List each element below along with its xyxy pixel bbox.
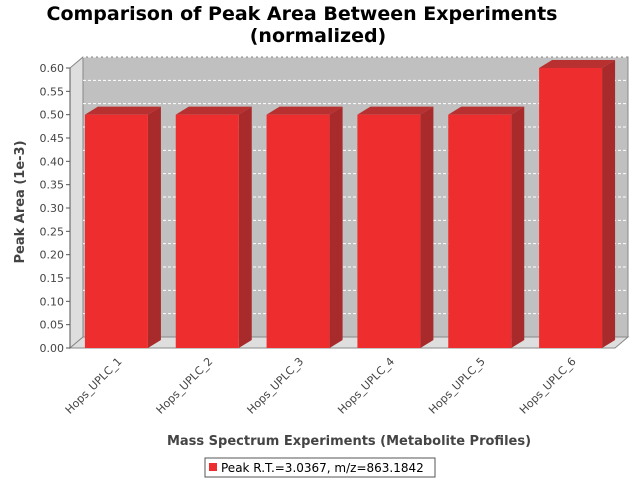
bar-top: [175, 106, 252, 115]
bar: [84, 106, 161, 349]
bar: [357, 106, 434, 349]
bar-side: [329, 106, 343, 349]
y-tick-label: 0.10: [40, 295, 65, 308]
bar: [448, 106, 525, 349]
legend-swatch: [209, 463, 217, 471]
bar-top: [539, 60, 616, 68]
bar-front: [266, 114, 330, 349]
y-tick-label: 0.40: [40, 155, 65, 168]
plot-side-wall: [69, 55, 84, 350]
bar-side: [147, 106, 161, 349]
bar: [266, 106, 343, 349]
bar-front: [448, 114, 512, 349]
x-tick-label: Hops_UPLC_6: [517, 355, 579, 417]
x-tick-label: Hops_UPLC_3: [245, 355, 307, 417]
y-tick-label: 0.35: [40, 179, 65, 192]
y-tick-label: 0.45: [40, 132, 65, 145]
y-tick-label: 0.25: [40, 225, 65, 238]
y-tick-label: 0.50: [40, 109, 65, 122]
bar-front: [357, 114, 421, 349]
bar-top: [357, 106, 434, 115]
y-axis-label: Peak Area (1e-3): [13, 140, 28, 263]
bar: [539, 60, 616, 348]
y-tick-label: 0.55: [40, 85, 65, 98]
bar-top: [448, 106, 525, 115]
x-tick-label: Hops_UPLC_5: [426, 355, 488, 417]
y-tick-label: 0.05: [40, 319, 65, 332]
x-axis: Hops_UPLC_1 Hops_UPLC_2 Hops_UPLC_3 Hops_UP…: [63, 355, 579, 417]
bar-front: [539, 68, 603, 348]
bar-side: [511, 106, 525, 349]
legend-label: Peak R.T.=3.0367, m/z=863.1842: [221, 461, 424, 475]
legend: Peak R.T.=3.0367, m/z=863.1842: [204, 457, 436, 478]
bar-front: [84, 114, 148, 349]
bar-side: [420, 106, 434, 349]
chart-subtitle: (normalized): [250, 25, 387, 47]
bar-side: [602, 60, 616, 348]
y-tick-label: 0.15: [40, 272, 65, 285]
x-axis-label: Mass Spectrum Experiments (Metabolite Pr…: [167, 434, 531, 449]
chart-title: Comparison of Peak Area Between Experime…: [47, 3, 558, 25]
x-tick-label: Hops_UPLC_2: [154, 355, 216, 417]
y-tick-label: 0.30: [40, 202, 65, 215]
y-tick-label: 0.00: [40, 342, 65, 355]
bar-top: [266, 106, 343, 115]
bar-top: [84, 106, 161, 115]
x-tick-label: Hops_UPLC_4: [335, 355, 397, 417]
y-tick-label: 0.20: [40, 249, 65, 262]
bar-side: [238, 106, 252, 349]
y-tick-label: 0.60: [40, 62, 65, 75]
x-tick-label: Hops_UPLC_1: [63, 355, 125, 417]
bars: [84, 60, 616, 349]
bar-front: [175, 114, 239, 349]
bar: [175, 106, 252, 349]
y-axis: 0.00 0.05 0.10 0.15 0.20 0.25 0.30 0.35 0.40 0.45…: [40, 62, 71, 355]
